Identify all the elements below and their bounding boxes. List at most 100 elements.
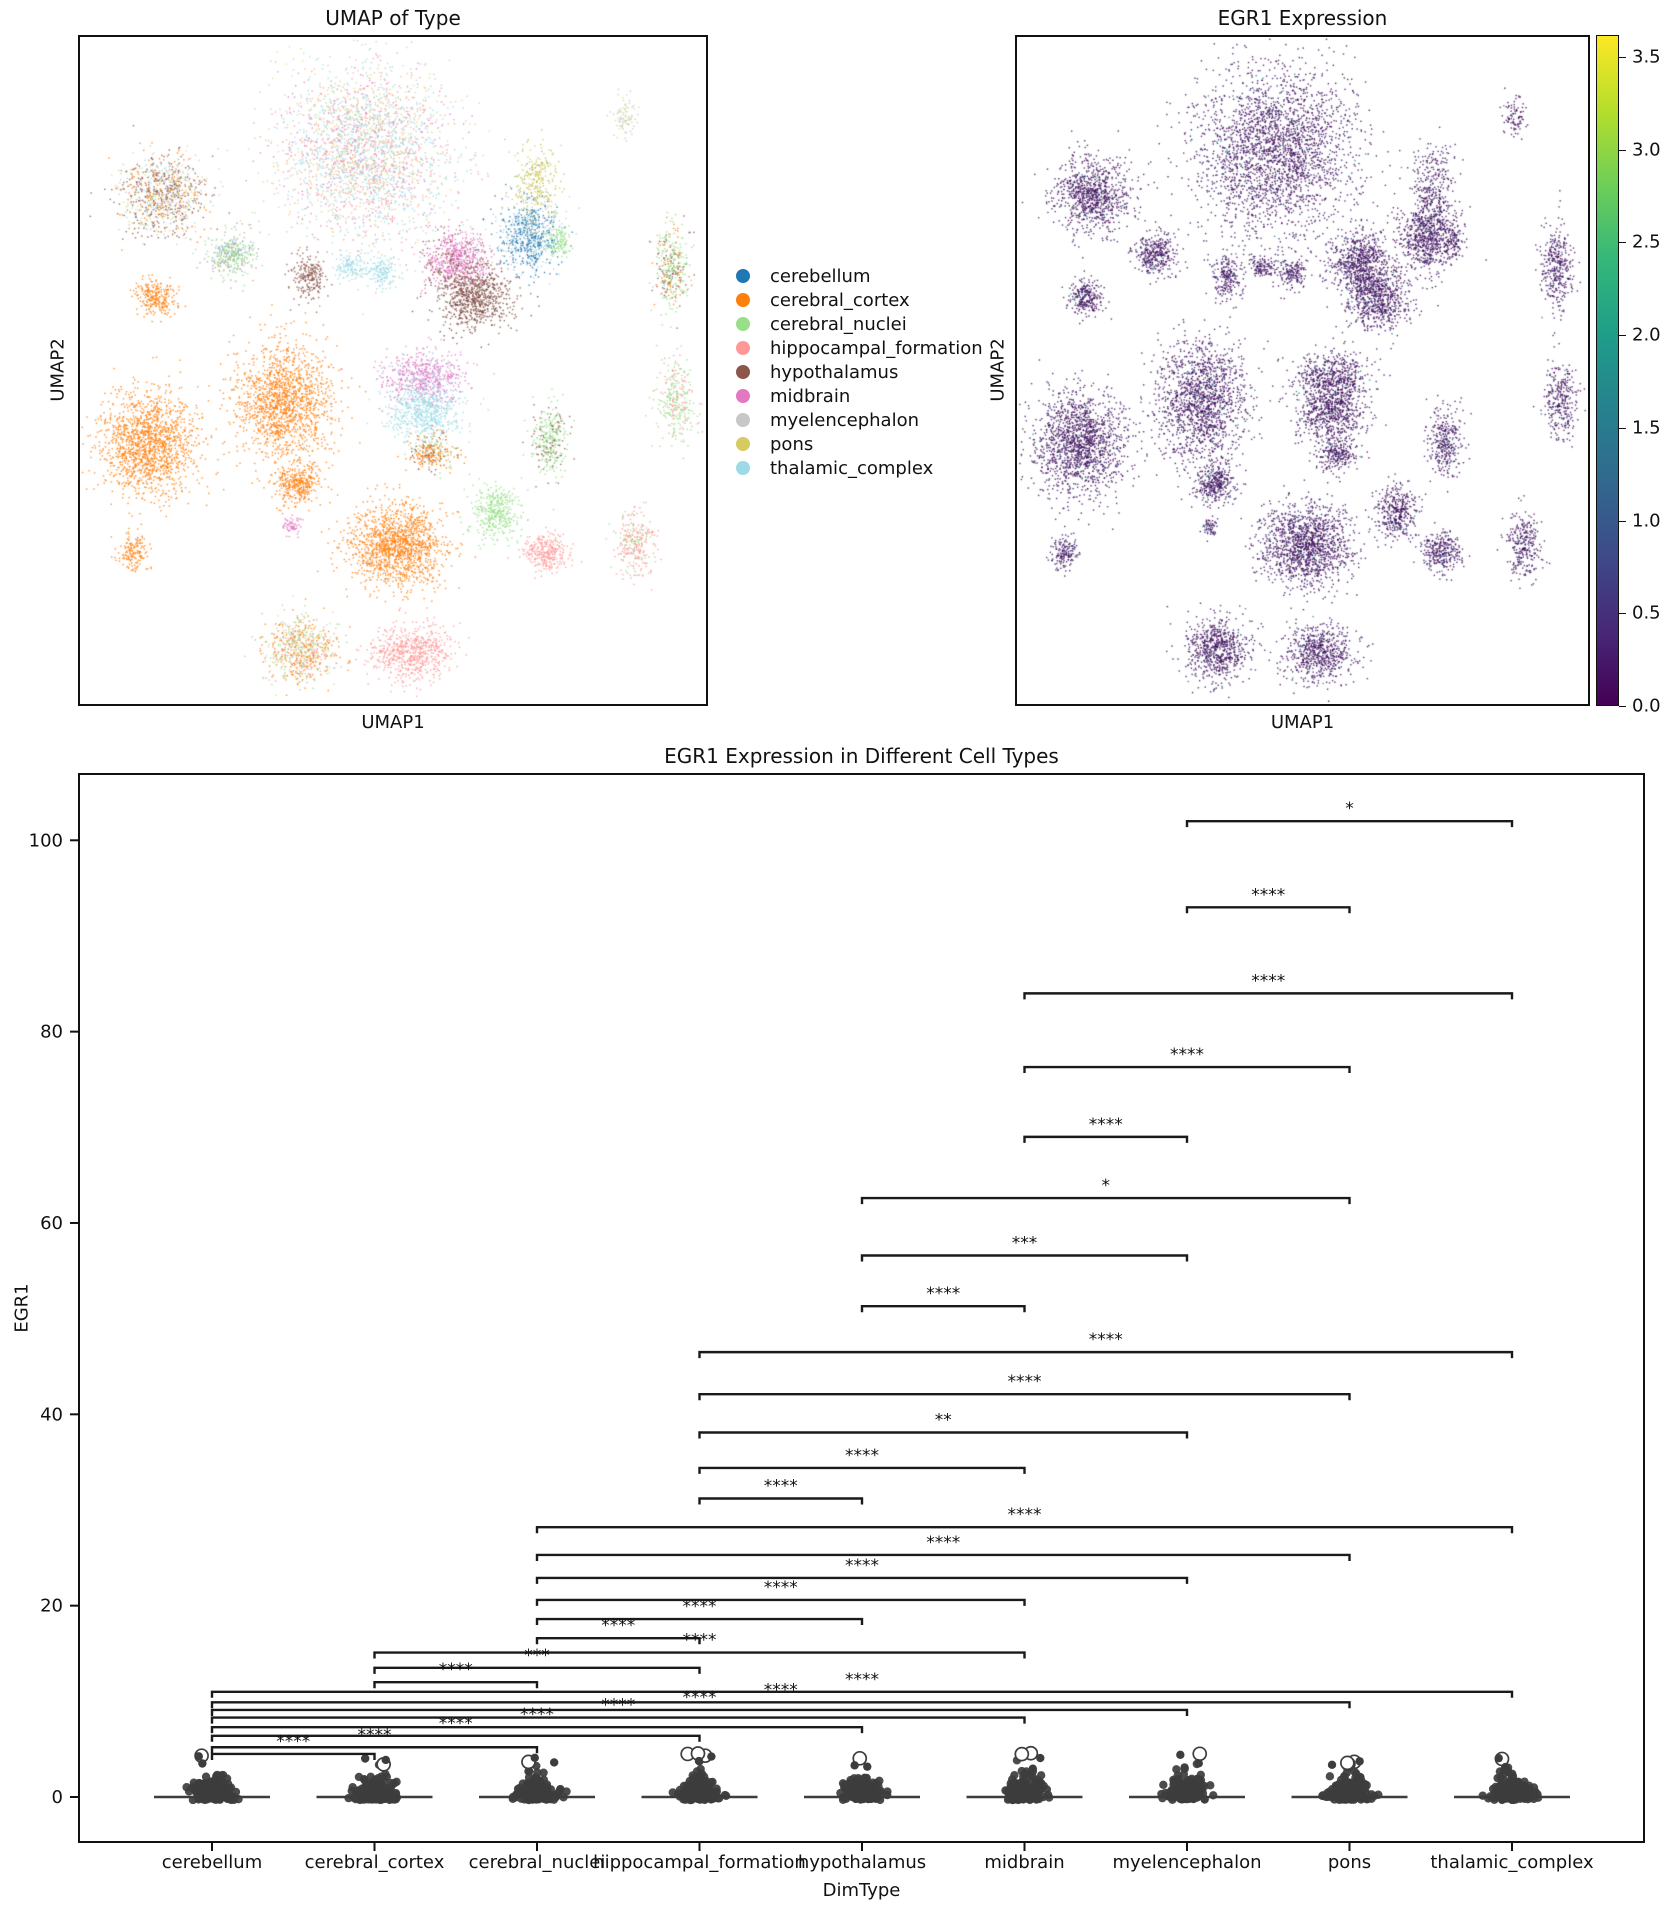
strip-dot: [1014, 1779, 1023, 1788]
strip-points: [1157, 1746, 1218, 1805]
strip-dot: [1032, 1795, 1041, 1804]
umap-type-plot: [78, 35, 708, 706]
significance-label: **: [935, 1410, 952, 1430]
significance-label: ***: [1012, 1234, 1038, 1254]
colorbar-tick: [1619, 520, 1626, 522]
strip-dot: [1042, 1785, 1052, 1794]
colorbar-tick-label: 1.0: [1632, 510, 1661, 532]
significance-bar: [210, 1690, 1514, 1698]
legend-swatch-icon: [736, 461, 750, 475]
significance-label: ****: [276, 1732, 310, 1752]
significance-bar: [1185, 819, 1514, 828]
outlier-open-circle: [852, 1750, 868, 1766]
colorbar-tick: [1619, 706, 1626, 707]
significance-label: ****: [764, 1680, 798, 1700]
outlier-dot: [360, 1754, 370, 1763]
strip-dot: [694, 1786, 703, 1796]
colorbar-tick: [1619, 335, 1626, 337]
outlier-dot: [707, 1752, 716, 1761]
strip-dot: [377, 1787, 386, 1797]
significance-label: ****: [601, 1616, 635, 1636]
outlier-dot: [198, 1759, 207, 1768]
strip-dot: [1020, 1770, 1029, 1779]
strip-dot: [533, 1768, 542, 1777]
colorbar-tick: [1619, 613, 1626, 615]
strip-dot: [551, 1792, 561, 1802]
outlier-dot: [1036, 1753, 1045, 1763]
strip-dot: [1509, 1779, 1518, 1788]
strip-dot: [1362, 1781, 1371, 1790]
outlier-dot: [1501, 1762, 1510, 1772]
legend-label: thalamic_complex: [770, 457, 934, 479]
x-tick-label: cerebral_cortex: [305, 1852, 445, 1873]
colorbar-tick-label: 3.5: [1632, 46, 1661, 68]
strip-dot: [1031, 1781, 1040, 1790]
umap-type-canvas: [80, 37, 706, 704]
significance-bar: [210, 1701, 1351, 1709]
strip-dot: [231, 1787, 241, 1797]
strip-dot: [1175, 1790, 1185, 1800]
significance-label: ****: [1251, 885, 1285, 905]
strip-dot: [1170, 1779, 1180, 1788]
legend-swatch-icon: [736, 437, 750, 451]
significance-label: ****: [439, 1660, 473, 1680]
strip-dot: [721, 1791, 731, 1800]
strip-dot: [1350, 1786, 1360, 1796]
strip-dot: [382, 1794, 391, 1803]
strip-dot: [1496, 1773, 1506, 1782]
strip-dot: [1008, 1790, 1018, 1799]
legend-item: cerebellum: [722, 264, 983, 288]
umap-type-ylabel: UMAP2: [47, 338, 69, 402]
strip-dot: [355, 1795, 365, 1805]
y-tick-label: 0: [52, 1787, 63, 1808]
strip-dot: [668, 1788, 677, 1797]
significance-label: ****: [926, 1284, 960, 1304]
legend-item: cerebral_cortex: [722, 288, 983, 312]
strip-dot: [1187, 1781, 1196, 1790]
significance-label: ****: [358, 1725, 392, 1745]
x-tick-label: hippocampal_formation: [593, 1852, 806, 1873]
umap-expression-canvas: [1017, 37, 1588, 704]
strip-dot: [1511, 1795, 1520, 1804]
significance-label: ****: [601, 1696, 635, 1716]
significance-bar: [535, 1636, 701, 1645]
umap-expression-ylabel: UMAP2: [987, 338, 1009, 402]
significance-bar: [535, 1526, 1514, 1534]
strip-points: [344, 1754, 402, 1805]
significance-bar: [210, 1746, 539, 1754]
strip-dot: [539, 1768, 548, 1777]
significance-bar: [535, 1617, 864, 1626]
strip-dot: [853, 1774, 863, 1783]
strip-dot: [1342, 1782, 1351, 1791]
legend-item: hippocampal_formation: [722, 336, 983, 360]
significance-label: ****: [764, 1477, 798, 1497]
significance-label: ****: [1008, 1505, 1042, 1525]
colorbar-tick-label: 0.0: [1632, 695, 1661, 717]
strip-dot: [708, 1777, 717, 1787]
strip-dot: [708, 1794, 717, 1803]
strip-points: [668, 1746, 731, 1805]
significance-bar: [535, 1576, 1189, 1584]
strip-dot: [1367, 1794, 1376, 1804]
significance-label: ****: [1089, 1330, 1123, 1350]
significance-bar: [210, 1725, 864, 1734]
strip-dot: [562, 1787, 571, 1796]
significance-bar: [698, 1350, 1514, 1359]
outlier-dot: [1028, 1764, 1038, 1773]
strip-dot: [389, 1793, 399, 1802]
significance-bar: [1023, 1065, 1351, 1074]
strip-dot: [862, 1773, 871, 1783]
strip-dot: [876, 1786, 886, 1796]
strip-dot: [841, 1792, 850, 1802]
strip-dot: [524, 1789, 533, 1798]
significance-bar: [373, 1651, 1026, 1659]
legend-label: myelencephalon: [770, 409, 920, 431]
legend-item: hypothalamus: [722, 360, 983, 384]
strip-dot: [191, 1786, 201, 1795]
umap-type-title: UMAP of Type: [325, 6, 461, 30]
strip-dot: [524, 1767, 533, 1776]
legend-swatch-icon: [736, 365, 750, 379]
legend-label: pons: [770, 433, 814, 455]
strip-points: [1478, 1751, 1543, 1805]
strip-dot: [362, 1793, 371, 1803]
